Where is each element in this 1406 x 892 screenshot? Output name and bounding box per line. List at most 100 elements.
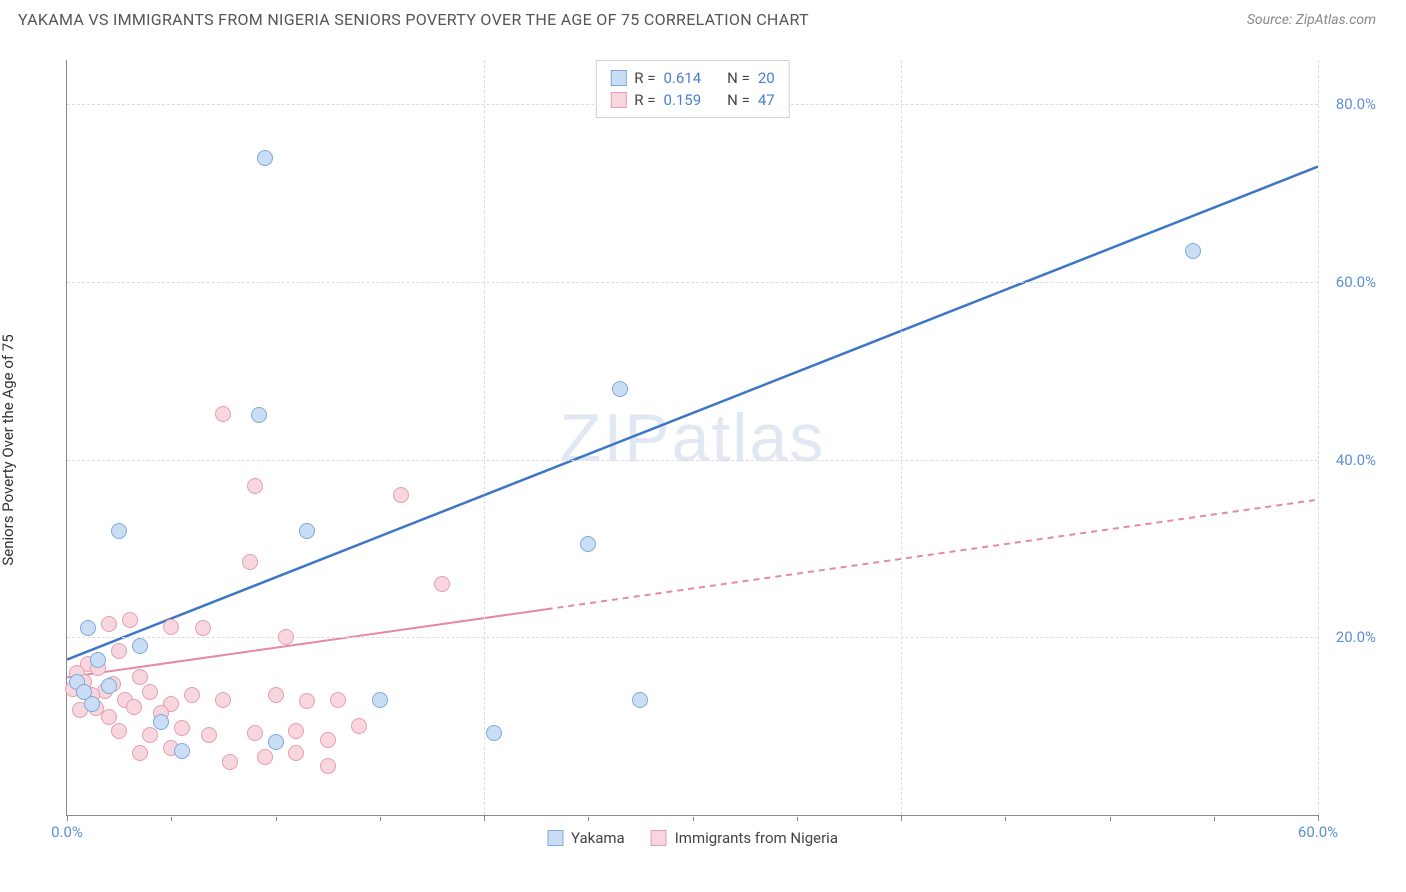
swatch-icon (610, 70, 626, 86)
data-point (80, 620, 96, 636)
x-tick-mark (484, 815, 485, 821)
x-tick-label: 60.0% (1298, 823, 1338, 841)
legend-stats-row: R = 0.614 N = 20 (610, 67, 774, 89)
x-tick-label: 0.0% (51, 823, 83, 841)
data-point (247, 725, 263, 741)
data-point (201, 727, 217, 743)
data-point (142, 727, 158, 743)
data-point (1185, 243, 1201, 259)
swatch-icon (547, 830, 563, 846)
plot-area: ZIPatlas R = 0.614 N = 20 R = 0.159 N = … (66, 60, 1318, 816)
grid-line-h (67, 637, 1318, 638)
y-tick-label: 40.0% (1336, 451, 1376, 469)
data-point (122, 612, 138, 628)
legend-stats: R = 0.614 N = 20 R = 0.159 N = 47 (595, 60, 789, 118)
x-tick-mark (901, 815, 902, 821)
data-point (393, 487, 409, 503)
y-tick-label: 60.0% (1336, 273, 1376, 291)
data-point (278, 629, 294, 645)
data-point (434, 576, 450, 592)
chart-container: Seniors Poverty Over the Age of 75 ZIPat… (18, 44, 1378, 856)
data-point (257, 150, 273, 166)
data-point (215, 406, 231, 422)
swatch-icon (651, 830, 667, 846)
data-point (320, 732, 336, 748)
data-point (580, 536, 596, 552)
data-point (268, 734, 284, 750)
data-point (184, 687, 200, 703)
grid-line-v (901, 60, 902, 815)
chart-title: YAKAMA VS IMMIGRANTS FROM NIGERIA SENIOR… (18, 10, 809, 29)
data-point (174, 720, 190, 736)
data-point (163, 619, 179, 635)
data-point (251, 407, 267, 423)
legend-stats-row: R = 0.159 N = 47 (610, 89, 774, 111)
data-point (372, 692, 388, 708)
source-attribution: Source: ZipAtlas.com (1247, 12, 1376, 28)
legend-label: Immigrants from Nigeria (675, 829, 838, 847)
x-minor-tick-mark (1110, 817, 1111, 821)
swatch-icon (610, 92, 626, 108)
data-point (247, 478, 263, 494)
x-minor-tick-mark (693, 817, 694, 821)
data-point (101, 678, 117, 694)
data-point (111, 723, 127, 739)
stat-label: R = (634, 69, 655, 87)
stat-label: N = (727, 91, 750, 109)
x-minor-tick-mark (1005, 817, 1006, 821)
stat-r-value: 0.159 (663, 91, 701, 109)
data-point (257, 749, 273, 765)
data-point (320, 758, 336, 774)
data-point (132, 745, 148, 761)
data-point (242, 554, 258, 570)
grid-line-v (1318, 60, 1319, 815)
legend-series: Yakama Immigrants from Nigeria (547, 829, 838, 847)
data-point (299, 693, 315, 709)
grid-line-v (484, 60, 485, 815)
stat-n-value: 20 (758, 69, 775, 87)
data-point (132, 638, 148, 654)
stat-label: R = (634, 91, 655, 109)
data-point (330, 692, 346, 708)
data-point (174, 743, 190, 759)
data-point (153, 714, 169, 730)
stat-label: N = (727, 69, 750, 87)
y-tick-label: 20.0% (1336, 628, 1376, 646)
watermark: ZIPatlas (560, 399, 825, 477)
grid-line-h (67, 282, 1318, 283)
data-point (632, 692, 648, 708)
legend-label: Yakama (571, 829, 625, 847)
x-tick-mark (67, 815, 68, 821)
stat-n-value: 47 (758, 91, 775, 109)
data-point (299, 523, 315, 539)
y-axis-label: Seniors Poverty Over the Age of 75 (0, 334, 17, 565)
x-minor-tick-mark (588, 817, 589, 821)
data-point (195, 620, 211, 636)
data-point (101, 616, 117, 632)
data-point (111, 643, 127, 659)
trend-lines (67, 60, 1318, 815)
data-point (215, 692, 231, 708)
stat-r-value: 0.614 (663, 69, 701, 87)
grid-line-h (67, 460, 1318, 461)
data-point (288, 745, 304, 761)
x-minor-tick-mark (1214, 817, 1215, 821)
data-point (268, 687, 284, 703)
legend-item: Immigrants from Nigeria (651, 829, 838, 847)
x-minor-tick-mark (276, 817, 277, 821)
data-point (90, 652, 106, 668)
x-minor-tick-mark (171, 817, 172, 821)
x-tick-mark (1318, 815, 1319, 821)
data-point (126, 699, 142, 715)
legend-item: Yakama (547, 829, 625, 847)
data-point (612, 381, 628, 397)
data-point (351, 718, 367, 734)
y-tick-label: 80.0% (1336, 95, 1376, 113)
data-point (132, 669, 148, 685)
x-minor-tick-mark (797, 817, 798, 821)
data-point (222, 754, 238, 770)
data-point (76, 684, 92, 700)
data-point (288, 723, 304, 739)
data-point (142, 684, 158, 700)
data-point (486, 725, 502, 741)
